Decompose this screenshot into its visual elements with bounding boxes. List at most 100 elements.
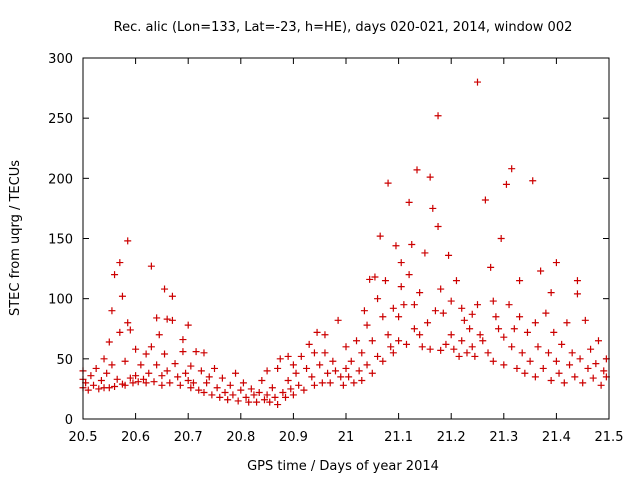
data-point <box>321 349 329 357</box>
data-point <box>153 314 161 322</box>
data-point <box>379 313 387 321</box>
data-point <box>353 337 361 345</box>
data-point <box>121 381 129 389</box>
data-point <box>292 369 300 377</box>
data-point <box>463 349 471 357</box>
data-point <box>229 391 237 399</box>
data-point <box>184 321 192 329</box>
data-point <box>171 360 179 368</box>
data-point <box>421 249 429 257</box>
data-point <box>176 381 184 389</box>
data-point <box>350 379 358 387</box>
data-point <box>232 369 240 377</box>
data-point <box>318 379 326 387</box>
y-tick-label: 250 <box>48 112 73 127</box>
data-point <box>326 379 334 387</box>
data-point <box>516 313 524 321</box>
data-point <box>271 393 279 401</box>
axis-ticks: 20.5 20.6 20.7 20.8 20.9 21 21.1 21.2 21.3 21.4 21… <box>48 52 623 445</box>
data-point <box>226 381 234 389</box>
data-point <box>471 352 479 360</box>
data-point <box>100 355 108 363</box>
data-point <box>345 373 353 381</box>
data-point <box>300 386 308 394</box>
x-tick-label: 21.1 <box>384 430 413 445</box>
data-point <box>113 375 121 383</box>
data-point <box>368 369 376 377</box>
data-point <box>566 361 574 369</box>
data-point <box>287 385 295 393</box>
data-point <box>442 340 450 348</box>
data-point <box>142 379 150 387</box>
data-point <box>563 319 571 327</box>
data-point <box>508 343 516 351</box>
data-point <box>242 393 250 401</box>
data-point <box>547 289 555 297</box>
data-point <box>460 316 468 324</box>
data-point <box>105 338 113 346</box>
data-point <box>445 251 453 259</box>
data-point <box>116 259 124 267</box>
data-point <box>221 389 229 397</box>
data-point <box>568 349 576 357</box>
data-point <box>174 373 182 381</box>
data-point <box>492 313 500 321</box>
data-point <box>363 321 371 329</box>
data-point <box>516 277 524 285</box>
data-point <box>276 355 284 363</box>
data-point <box>573 277 581 285</box>
data-point <box>316 361 324 369</box>
data-point <box>510 325 518 333</box>
data-point <box>192 348 200 356</box>
data-point <box>526 357 534 365</box>
data-point <box>374 352 382 360</box>
data-point <box>200 349 208 357</box>
data-point <box>418 343 426 351</box>
data-point <box>129 379 137 387</box>
data-point <box>158 381 166 389</box>
data-point <box>118 292 126 300</box>
y-tick-label: 100 <box>48 293 73 308</box>
data-point <box>589 374 597 382</box>
data-point <box>90 381 98 389</box>
data-point <box>552 259 560 267</box>
data-point <box>560 379 568 387</box>
y-tick-label: 200 <box>48 172 73 187</box>
data-point <box>132 372 140 380</box>
x-tick-label: 20.8 <box>226 430 255 445</box>
y-tick-label: 150 <box>48 233 73 248</box>
data-point <box>366 275 374 283</box>
data-point <box>124 319 132 327</box>
data-point <box>358 376 366 384</box>
data-point <box>397 283 405 291</box>
data-point <box>347 357 355 365</box>
x-tick-label: 20.6 <box>121 430 150 445</box>
data-point <box>339 381 347 389</box>
data-point <box>147 262 155 270</box>
data-point <box>529 177 537 185</box>
data-point <box>474 301 481 309</box>
data-point <box>142 350 150 358</box>
data-point <box>437 346 445 354</box>
data-point <box>452 277 460 285</box>
data-point <box>455 352 463 360</box>
data-point <box>250 391 258 399</box>
data-point <box>284 352 292 360</box>
data-point <box>274 364 282 372</box>
data-point <box>537 267 545 275</box>
data-point <box>495 325 503 333</box>
data-point <box>237 386 245 394</box>
data-point <box>479 337 487 345</box>
data-point <box>203 379 211 387</box>
data-point <box>247 385 255 393</box>
data-point <box>147 343 155 351</box>
data-point <box>187 362 195 370</box>
data-point <box>263 367 271 375</box>
data-point <box>579 379 587 387</box>
data-point <box>308 373 316 381</box>
data-point <box>87 372 95 380</box>
data-point <box>305 340 313 348</box>
data-point <box>342 364 350 372</box>
data-point <box>434 222 442 230</box>
